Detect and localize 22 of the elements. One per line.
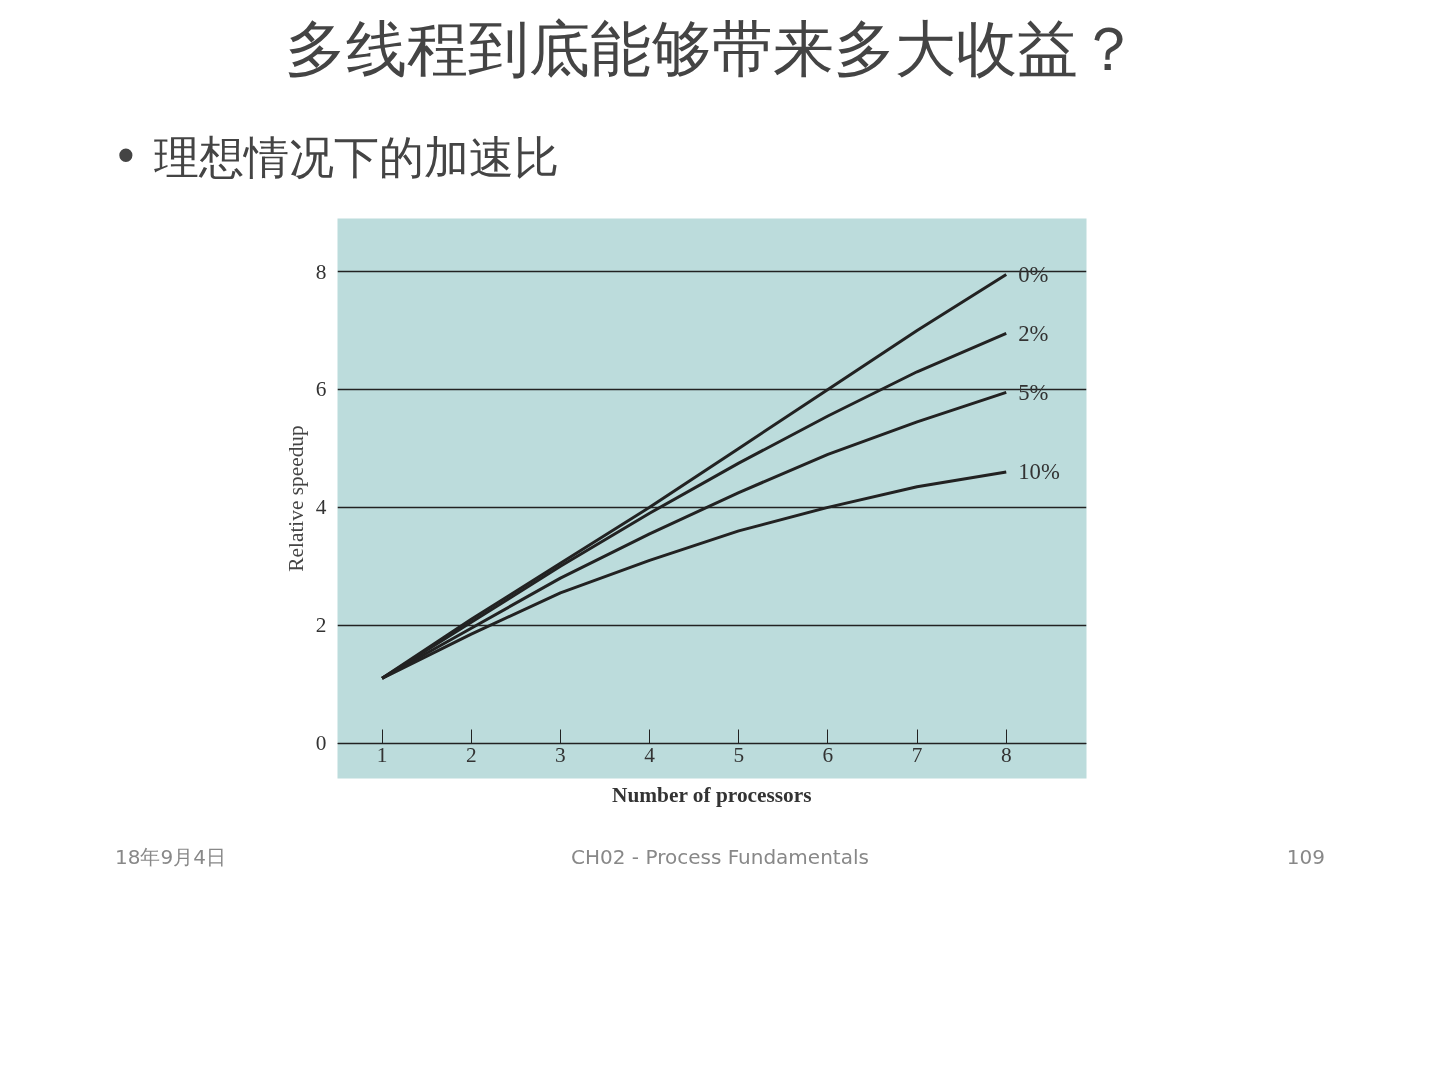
x-tick-label: 3 <box>555 743 566 768</box>
x-tick-label: 2 <box>465 743 477 768</box>
x-tick-label: 6 <box>822 743 834 768</box>
y-tick-label: 0 <box>315 731 327 756</box>
text: 18年9月4日 <box>115 844 227 871</box>
text: CH02 - Process Fundamentals <box>570 844 870 871</box>
x-tick-label: 5 <box>733 743 745 768</box>
y-tick-label: 6 <box>315 377 327 402</box>
x-tick-label: 7 <box>911 743 923 768</box>
y-axis-title: Relative speedup <box>283 425 308 572</box>
x-tick-label: 8 <box>1000 743 1012 768</box>
y-tick-label: 8 <box>315 259 327 284</box>
text: 109 <box>1285 844 1325 871</box>
series-label: 10% <box>1018 459 1060 485</box>
y-tick-label: 4 <box>315 495 327 520</box>
y-tick-label: 2 <box>315 613 327 638</box>
chart-title: 多线程到底能够带来多大收益？ <box>285 12 1139 84</box>
x-tick-label: 4 <box>644 743 656 768</box>
series-label: 2% <box>1018 320 1049 346</box>
x-tick-label: 1 <box>376 743 388 768</box>
chart-subtitle: • 理想情况下的加速比 <box>112 130 559 184</box>
x-axis-title: Number of processors <box>612 782 812 807</box>
